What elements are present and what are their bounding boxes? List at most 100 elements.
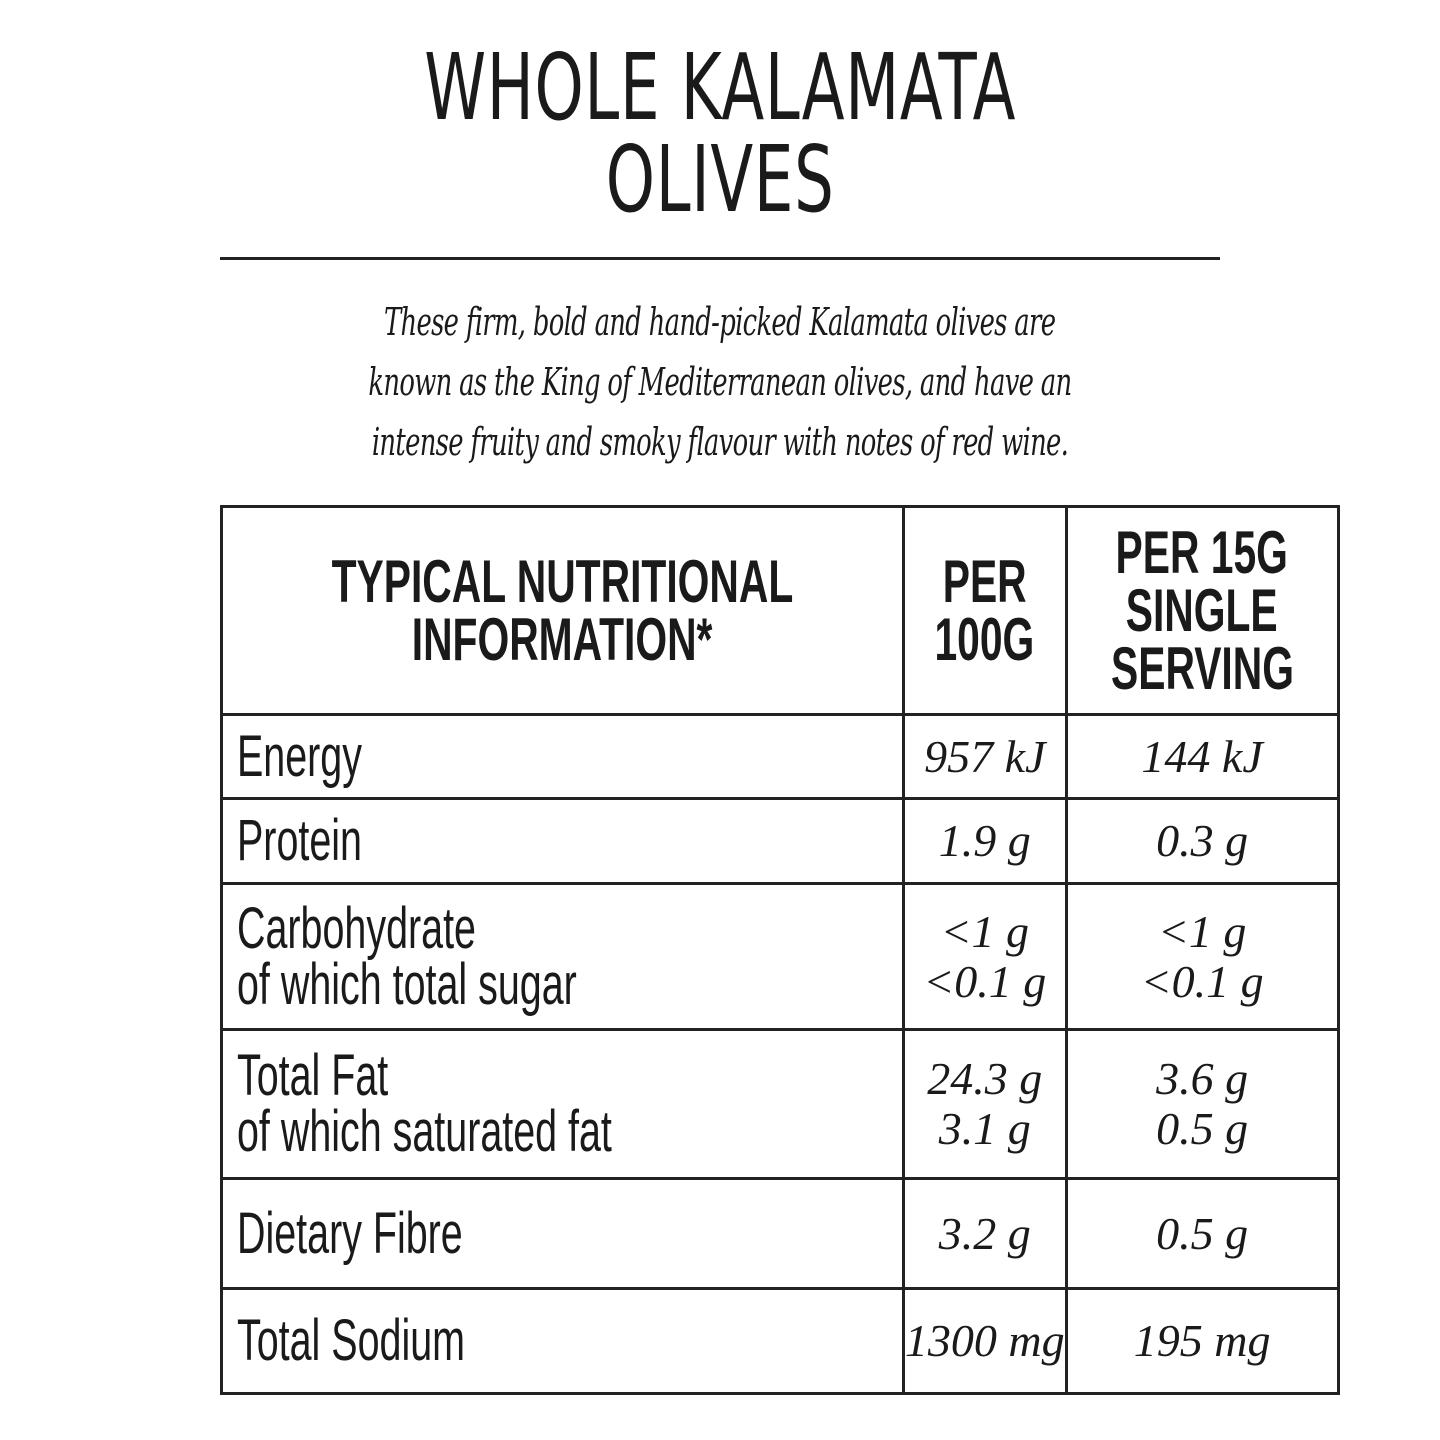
value-cell: 195 mg <box>1064 1287 1340 1395</box>
title-line: OLIVES <box>0 134 1440 226</box>
value-line-text: 0.5 g <box>1156 1207 1249 1259</box>
nutrient-line-text: Energy <box>237 723 362 789</box>
value-cell: 1.9 g <box>901 797 1068 885</box>
value-cell: 1300 mg <box>901 1287 1068 1395</box>
value-line: 24.3 g <box>905 1054 1065 1104</box>
description-line: known as the King of Mediterranean olive… <box>0 352 1440 412</box>
value-line-text: <1 g <box>1157 905 1247 957</box>
header-line-text: PER <box>942 547 1027 615</box>
row: Dietary Fibre 3.2 g 0.5 g <box>220 1177 1340 1290</box>
nutrient-line-text: Protein <box>237 808 362 873</box>
value-line-text: 1.9 g <box>938 815 1031 866</box>
header-cell: TYPICAL NUTRITIONAL INFORMATION* <box>220 505 905 716</box>
nutrient-line: Carbohydrate <box>237 895 902 961</box>
nutrient-line: Total Fat <box>237 1043 902 1108</box>
nutrient-line-text: of which saturated fat <box>237 1099 612 1164</box>
value-line: 3.1 g <box>905 1104 1065 1154</box>
value-line-text: 195 mg <box>1133 1315 1271 1366</box>
row: Carbohydrate of which total sugar <1 g <0.1… <box>220 882 1340 1031</box>
value-line-text: <1 g <box>940 905 1030 957</box>
value-line-text: 0.5 g <box>1156 1103 1249 1154</box>
value-cell: 3.6 g 0.5 g <box>1064 1028 1340 1180</box>
nutrient-line: Protein <box>237 808 902 873</box>
row: Protein 1.9 g 0.3 g <box>220 797 1340 885</box>
value-line: 0.5 g <box>1068 1104 1337 1154</box>
value-line-text: 144 kJ <box>1141 730 1263 782</box>
value-line-text: 1300 mg <box>904 1315 1065 1366</box>
title-line-text: WHOLE KALAMATA <box>424 34 1016 141</box>
row: Energy 957 kJ 144 kJ <box>220 713 1340 800</box>
nutrient-line-text: Total Fat <box>237 1043 389 1108</box>
description: These firm, bold and hand-picked Kalamat… <box>0 292 1440 472</box>
value-line: 957 kJ <box>905 730 1065 782</box>
description-line: These firm, bold and hand-picked Kalamat… <box>0 292 1440 352</box>
header-line: INFORMATION* <box>223 605 902 673</box>
header-line-text: INFORMATION* <box>412 605 713 673</box>
nutrient-line: of which saturated fat <box>237 1099 902 1164</box>
value-line: <0.1 g <box>1068 956 1337 1007</box>
value-line-text: <0.1 g <box>923 955 1047 1007</box>
header-row: TYPICAL NUTRITIONAL INFORMATION* PER 100G PE… <box>220 505 1340 716</box>
nutrient-cell: Total Sodium <box>220 1287 905 1395</box>
value-cell: 0.5 g <box>1064 1177 1340 1290</box>
value-cell: 957 kJ <box>901 713 1068 800</box>
value-line-text: 3.1 g <box>938 1103 1031 1154</box>
header-line: PER <box>905 547 1065 615</box>
header-line: PER 15G <box>1068 518 1337 586</box>
value-line-text: 3.2 g <box>938 1207 1031 1259</box>
value-cell: 144 kJ <box>1064 713 1340 800</box>
header-cell: PER 15G SINGLE SERVING <box>1064 505 1340 716</box>
title-line-text: OLIVES <box>605 126 835 233</box>
header-line: SERVING <box>1068 634 1337 702</box>
value-line-text: 24.3 g <box>927 1053 1043 1104</box>
value-cell: 0.3 g <box>1064 797 1340 885</box>
nutrient-line: of which total sugar <box>237 951 902 1017</box>
value-line: 3.6 g <box>1068 1054 1337 1104</box>
nutrition-table: TYPICAL NUTRITIONAL INFORMATION* PER 100G PE… <box>220 505 1340 1395</box>
value-line: 144 kJ <box>1068 730 1337 782</box>
value-line-text: 0.3 g <box>1156 815 1249 866</box>
value-line: 0.3 g <box>1068 816 1337 866</box>
header-line: SINGLE <box>1068 576 1337 644</box>
description-line-text: These firm, bold and hand-picked Kalamat… <box>384 300 1056 344</box>
description-line-text: known as the King of Mediterranean olive… <box>368 360 1072 404</box>
value-cell: <1 g <0.1 g <box>1064 882 1340 1031</box>
value-cell: 3.2 g <box>901 1177 1068 1290</box>
header-line-text: SINGLE <box>1126 576 1279 644</box>
value-line: 3.2 g <box>905 1207 1065 1259</box>
value-cell: <1 g <0.1 g <box>901 882 1068 1031</box>
value-line: 1.9 g <box>905 816 1065 866</box>
nutrient-line-text: Total Sodium <box>237 1308 466 1373</box>
nutrient-cell: Total Fat of which saturated fat <box>220 1028 905 1180</box>
header-line: 100G <box>905 605 1065 673</box>
nutrient-cell: Energy <box>220 713 905 800</box>
nutrient-line-text: Carbohydrate <box>237 895 476 961</box>
nutrient-line: Dietary Fibre <box>237 1200 902 1266</box>
nutrient-cell: Carbohydrate of which total sugar <box>220 882 905 1031</box>
value-line: <0.1 g <box>905 955 1065 1007</box>
nutrient-cell: Dietary Fibre <box>220 1177 905 1290</box>
row: Total Fat of which saturated fat 24.3 g 3.1… <box>220 1028 1340 1180</box>
header-line-text: 100G <box>934 605 1035 673</box>
nutrient-cell: Protein <box>220 797 905 885</box>
title: WHOLE KALAMATA OLIVES <box>0 42 1440 226</box>
header-line-text: SERVING <box>1110 634 1294 702</box>
nutrient-line-text: of which total sugar <box>237 951 577 1017</box>
value-line: 195 mg <box>1068 1316 1337 1366</box>
title-line: WHOLE KALAMATA <box>0 42 1440 134</box>
nutrient-line-text: Dietary Fibre <box>237 1200 463 1266</box>
header-line-text: PER 15G <box>1115 518 1289 586</box>
nutrient-line: Total Sodium <box>237 1308 902 1373</box>
value-line: 0.5 g <box>1068 1207 1337 1259</box>
row: Total Sodium 1300 mg 195 mg <box>220 1287 1340 1395</box>
divider <box>220 257 1220 260</box>
value-line: 1300 mg <box>905 1316 1065 1366</box>
header-cell: PER 100G <box>901 505 1068 716</box>
header-line: TYPICAL NUTRITIONAL <box>223 551 902 611</box>
description-line: intense fruity and smoky flavour with no… <box>0 412 1440 472</box>
value-cell: 24.3 g 3.1 g <box>901 1028 1068 1180</box>
value-line-text: 957 kJ <box>924 730 1046 782</box>
description-line-text: intense fruity and smoky flavour with no… <box>371 420 1069 464</box>
value-line-text: 3.6 g <box>1156 1053 1249 1104</box>
